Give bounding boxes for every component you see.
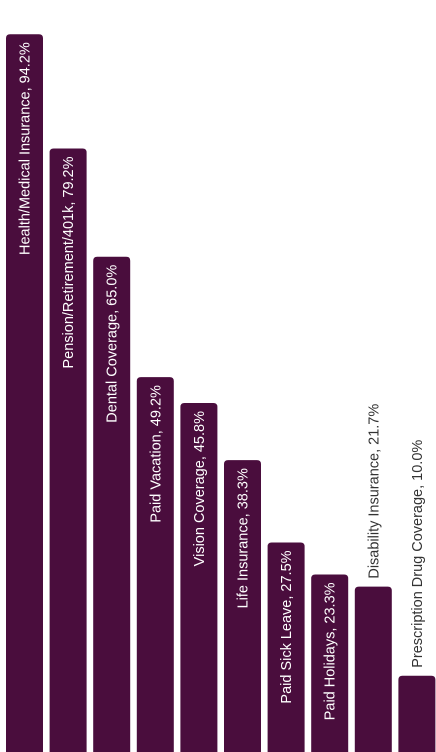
- bar-label-life-insurance: Life Insurance, 38.3%: [236, 468, 252, 608]
- bar-label-disability-insurance: Disability Insurance, 21.7%: [366, 404, 382, 579]
- bar-label-dental-coverage: Dental Coverage, 65.0%: [105, 265, 121, 423]
- bar-paid-vacation: [136, 377, 174, 752]
- bar-vision-coverage: [180, 403, 218, 752]
- bar-pension-retirement-401k: [49, 148, 87, 752]
- bar-label-paid-sick-leave: Paid Sick Leave, 27.5%: [279, 550, 295, 703]
- bar-label-prescription-drug-coverage: Prescription Drug Coverage, 10.0%: [410, 440, 426, 668]
- bar-label-paid-holidays: Paid Holidays, 23.3%: [323, 582, 339, 720]
- bar-paid-sick-leave: [267, 542, 305, 752]
- bar-label-pension-retirement-401k: Pension/Retirement/401k, 79.2%: [61, 156, 77, 368]
- bar-label-paid-vacation: Paid Vacation, 49.2%: [148, 385, 164, 523]
- bar-paid-holidays: [311, 574, 349, 752]
- bar-prescription-drug-coverage: [398, 675, 436, 752]
- bar-label-health-medical-insurance: Health/Medical Insurance, 94.2%: [18, 42, 34, 255]
- bar-dental-coverage: [93, 256, 131, 752]
- bar-health-medical-insurance: [6, 34, 43, 752]
- bar-disability-insurance: [354, 586, 392, 752]
- bar-label-vision-coverage: Vision Coverage, 45.8%: [192, 411, 208, 566]
- bar-life-insurance: [224, 460, 261, 752]
